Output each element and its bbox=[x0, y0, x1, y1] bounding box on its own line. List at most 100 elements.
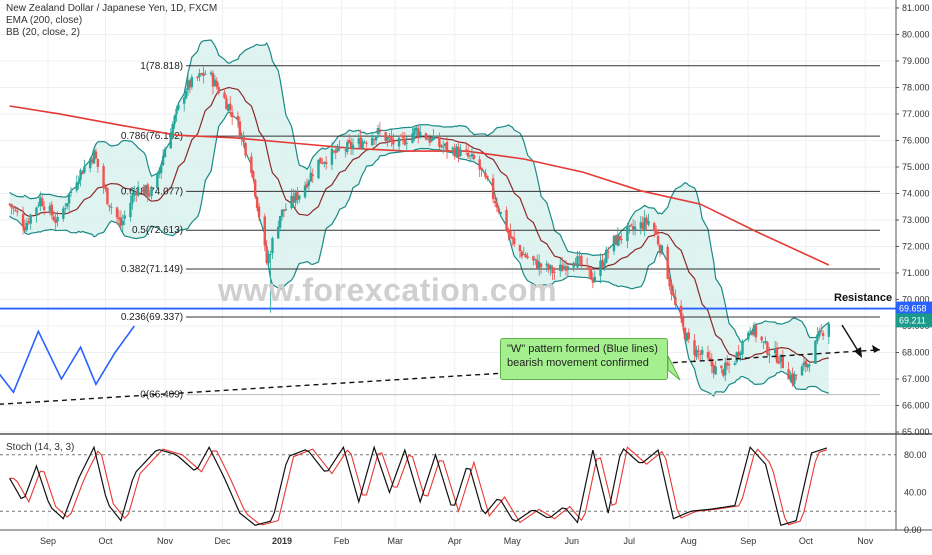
candle-body bbox=[821, 333, 825, 336]
resistance-label: Resistance bbox=[834, 292, 893, 304]
candle-body bbox=[177, 104, 180, 110]
candle-body bbox=[330, 148, 334, 165]
candle-body bbox=[509, 230, 512, 238]
candle-body bbox=[182, 97, 186, 104]
candle-body bbox=[213, 79, 217, 87]
candle-body bbox=[534, 258, 537, 261]
candle-body bbox=[781, 355, 785, 369]
candle-body bbox=[668, 277, 671, 287]
candle-body bbox=[269, 253, 272, 255]
x-tick-label: May bbox=[504, 536, 522, 546]
candle-body bbox=[363, 141, 366, 143]
candle-body bbox=[505, 210, 508, 231]
candle-body bbox=[750, 331, 754, 336]
bb-fill bbox=[9, 39, 829, 397]
candle-body bbox=[372, 139, 376, 141]
candle-body bbox=[735, 352, 738, 362]
candle-body bbox=[88, 159, 92, 169]
candle-body bbox=[225, 98, 228, 110]
candle-body bbox=[277, 226, 280, 239]
candle-body bbox=[417, 128, 420, 137]
candle-body bbox=[478, 159, 481, 170]
candle-body bbox=[499, 211, 502, 214]
candle-body bbox=[392, 139, 395, 145]
candle-body bbox=[388, 135, 391, 138]
candle-body bbox=[336, 145, 339, 152]
candle-body bbox=[440, 145, 443, 148]
candle-body bbox=[401, 137, 405, 138]
candle-body bbox=[507, 229, 510, 233]
candle-body bbox=[250, 156, 253, 173]
candle-body bbox=[737, 351, 740, 357]
candle-body bbox=[793, 373, 796, 384]
candle-body bbox=[639, 222, 643, 229]
candle-body bbox=[415, 127, 418, 131]
candle-body bbox=[512, 238, 516, 245]
candle-body bbox=[64, 208, 67, 210]
stochastic-pane bbox=[0, 445, 896, 527]
candle-body bbox=[733, 363, 737, 365]
candle-body bbox=[319, 157, 322, 164]
candle-body bbox=[633, 226, 637, 231]
candle-body bbox=[94, 151, 98, 159]
candle-body bbox=[714, 366, 717, 375]
x-tick-label: Sep bbox=[740, 536, 756, 546]
candle-body bbox=[159, 165, 163, 173]
candle-body bbox=[432, 135, 435, 141]
candle-body bbox=[426, 139, 430, 141]
candle-body bbox=[777, 361, 781, 364]
price-tag-box bbox=[896, 301, 932, 316]
candle-body bbox=[547, 264, 550, 270]
candle-body bbox=[265, 246, 268, 263]
candle-body bbox=[674, 297, 677, 306]
candle-body bbox=[710, 359, 714, 367]
candle-body bbox=[403, 138, 407, 145]
candle-body bbox=[599, 260, 602, 276]
candle-body bbox=[144, 185, 148, 195]
candle-body bbox=[720, 365, 723, 369]
candle-body bbox=[317, 159, 320, 179]
candle-body bbox=[695, 349, 698, 358]
candle-body bbox=[806, 364, 809, 368]
candle-body bbox=[656, 235, 660, 245]
candle-body bbox=[645, 217, 648, 224]
candle-body bbox=[559, 264, 562, 271]
candle-body bbox=[685, 333, 689, 341]
candle-body bbox=[292, 196, 295, 203]
candle-body bbox=[253, 179, 257, 197]
candle-body bbox=[787, 369, 790, 380]
x-tick-label: Feb bbox=[334, 536, 350, 546]
candle-body bbox=[384, 132, 387, 142]
chart-title: New Zealand Dollar / Japanese Yen, 1D, F… bbox=[6, 3, 218, 14]
candle-body bbox=[305, 183, 309, 188]
candle-body bbox=[361, 141, 364, 149]
candle-body bbox=[8, 203, 11, 205]
candle-body bbox=[443, 143, 447, 147]
candle-body bbox=[296, 191, 299, 200]
price-tag-label: 69.211 bbox=[899, 315, 926, 325]
candle-body bbox=[628, 225, 631, 227]
candle-body bbox=[465, 149, 468, 152]
y-tick-label: 78.000 bbox=[902, 82, 930, 92]
candle-body bbox=[309, 172, 313, 182]
candle-body bbox=[378, 129, 382, 133]
candle-body bbox=[766, 342, 769, 355]
candle-body bbox=[115, 207, 119, 218]
candle-body bbox=[196, 76, 199, 79]
candle-body bbox=[346, 141, 349, 153]
candle-body bbox=[148, 194, 151, 196]
y-tick-label: 74.000 bbox=[902, 188, 930, 198]
candle-body bbox=[459, 149, 462, 156]
candle-body bbox=[413, 128, 416, 135]
candle-body bbox=[110, 207, 113, 208]
stoch-y-tick-label: 0.00 bbox=[904, 525, 922, 535]
candle-body bbox=[591, 278, 595, 283]
candle-body bbox=[202, 72, 205, 77]
stoch-y-tick-label: 40.00 bbox=[904, 487, 927, 497]
support-trendline bbox=[0, 349, 881, 405]
candle-body bbox=[171, 124, 174, 136]
candle-body bbox=[83, 166, 86, 173]
candle-body bbox=[576, 256, 579, 268]
candle-body bbox=[724, 362, 727, 376]
